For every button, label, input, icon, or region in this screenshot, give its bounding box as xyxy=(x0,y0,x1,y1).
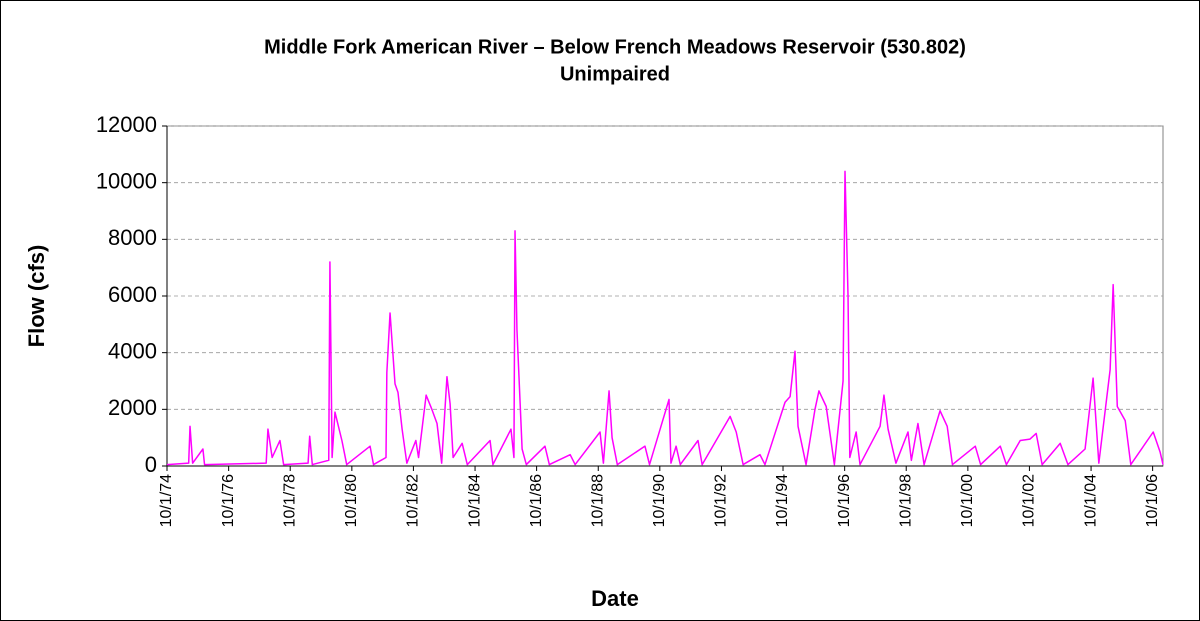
x-tick-label: 10/1/78 xyxy=(281,474,298,527)
x-tick-label: 10/1/88 xyxy=(589,474,606,527)
x-tick-label: 10/1/84 xyxy=(466,474,483,527)
x-tick-label: 10/1/94 xyxy=(774,474,791,527)
x-tick-label: 10/1/74 xyxy=(158,474,175,527)
x-tick-label: 10/1/86 xyxy=(528,474,545,527)
y-tick-label: 0 xyxy=(145,452,157,477)
chart-title: Middle Fork American River – Below Frenc… xyxy=(264,36,966,58)
y-axis-label: Flow (cfs) xyxy=(24,245,49,348)
y-tick-label: 6000 xyxy=(108,282,157,307)
y-tick-label: 4000 xyxy=(108,338,157,363)
y-tick-label: 12000 xyxy=(96,112,157,137)
x-tick-label: 10/1/96 xyxy=(836,474,853,527)
line-series xyxy=(166,170,1164,466)
x-tick-label: 10/1/00 xyxy=(959,474,976,527)
x-axis-label: Date xyxy=(591,586,639,611)
x-tick-label: 10/1/90 xyxy=(651,474,668,527)
x-tick-label: 10/1/76 xyxy=(220,474,237,527)
x-tick-label: 10/1/92 xyxy=(713,474,730,527)
y-tick-label: 2000 xyxy=(108,395,157,420)
x-tick-label: 10/1/04 xyxy=(1082,474,1099,527)
x-tick-label: 10/1/98 xyxy=(897,474,914,527)
chart-subtitle: Unimpaired xyxy=(560,63,670,85)
y-tick-label: 10000 xyxy=(96,168,157,193)
x-tick-label: 10/1/02 xyxy=(1021,474,1038,527)
x-tick-label: 10/1/82 xyxy=(405,474,422,527)
x-tick-label: 10/1/80 xyxy=(343,474,360,527)
y-tick-label: 8000 xyxy=(108,225,157,250)
x-tick-label: 10/1/06 xyxy=(1144,474,1161,527)
